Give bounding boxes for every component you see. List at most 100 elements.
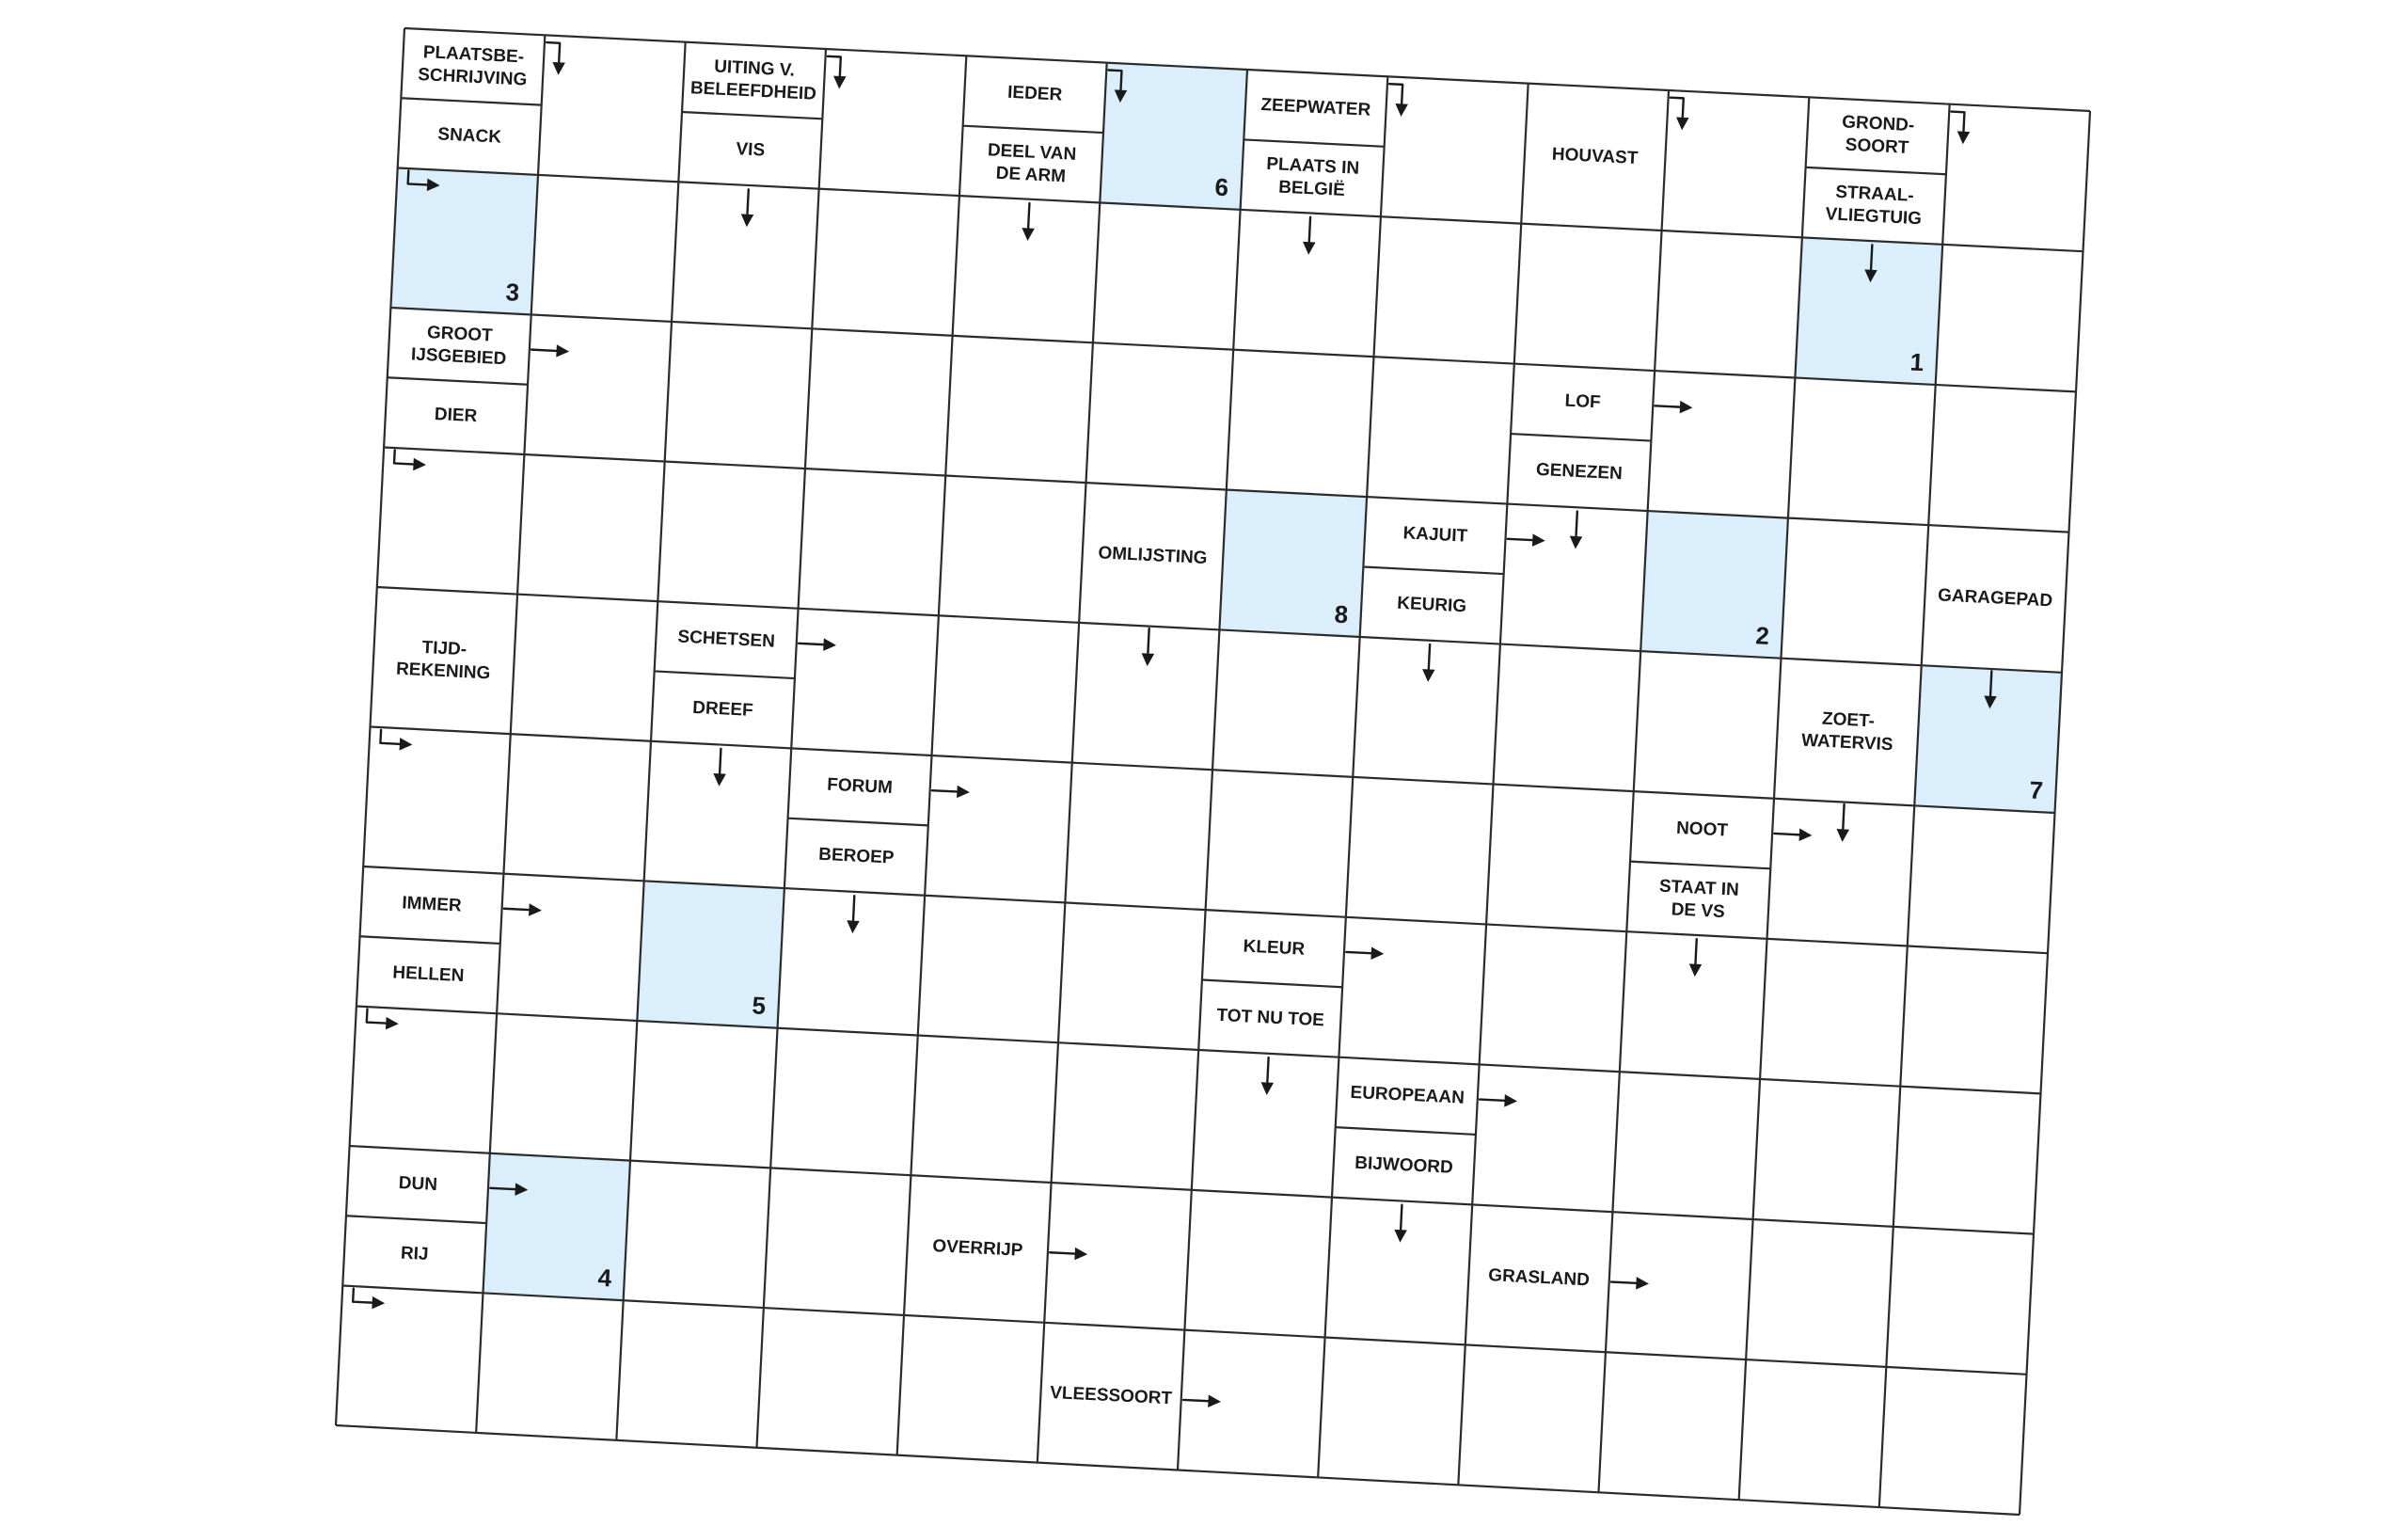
answer-cell[interactable] bbox=[1339, 917, 1486, 1065]
answer-cell[interactable] bbox=[1599, 1352, 1747, 1500]
answer-cell[interactable] bbox=[1879, 1367, 2027, 1515]
answer-cell[interactable] bbox=[1044, 1183, 1192, 1330]
answer-cell[interactable] bbox=[657, 462, 805, 609]
answer-cell[interactable] bbox=[1093, 203, 1241, 350]
answer-cell[interactable] bbox=[953, 196, 1101, 342]
answer-cell[interactable] bbox=[363, 727, 511, 874]
answer-cell[interactable] bbox=[1206, 770, 1354, 917]
answer-cell[interactable] bbox=[1367, 357, 1514, 503]
answer-cell[interactable] bbox=[1886, 1227, 2034, 1375]
answer-cell[interactable] bbox=[1936, 245, 2083, 392]
answer-cell[interactable] bbox=[336, 1286, 483, 1433]
answer-cell[interactable] bbox=[1318, 1338, 1465, 1486]
answer-cell[interactable] bbox=[1753, 1079, 1901, 1227]
clue-c4[interactable]: VIS bbox=[733, 139, 766, 228]
answer-cell[interactable] bbox=[939, 476, 1086, 623]
answer-cell[interactable] bbox=[1086, 342, 1234, 489]
solution-cell-3[interactable] bbox=[390, 167, 538, 315]
answer-cell[interactable] bbox=[799, 469, 946, 615]
clue-c34[interactable]: DUN bbox=[398, 1173, 529, 1200]
answer-cell[interactable] bbox=[490, 1013, 638, 1160]
clue-c5[interactable]: IEDER bbox=[1007, 65, 1129, 108]
answer-cell[interactable] bbox=[1767, 799, 1915, 946]
answer-cell[interactable] bbox=[524, 314, 672, 461]
answer-cell[interactable] bbox=[1346, 777, 1494, 925]
answer-cell[interactable] bbox=[1494, 644, 1641, 792]
answer-cell[interactable] bbox=[1353, 637, 1500, 785]
answer-cell[interactable] bbox=[624, 1161, 771, 1309]
clue-c11[interactable]: STRAAL-VLIEGTUIG bbox=[1822, 182, 1923, 284]
answer-cell[interactable] bbox=[945, 336, 1093, 483]
clue-c24[interactable]: FORUM bbox=[827, 775, 971, 802]
answer-cell[interactable] bbox=[1486, 785, 1634, 932]
clue-c36[interactable]: OVERRIJP bbox=[932, 1236, 1088, 1264]
answer-cell[interactable] bbox=[1620, 931, 1767, 1079]
answer-cell[interactable] bbox=[918, 896, 1066, 1042]
answer-cell[interactable] bbox=[1655, 230, 1802, 378]
answer-cell[interactable] bbox=[911, 1036, 1058, 1184]
clue-c33[interactable]: BIJWOORD bbox=[1351, 1153, 1453, 1245]
clue-c20[interactable]: TIJD-REKENING bbox=[379, 636, 492, 755]
solution-cell-5[interactable] bbox=[637, 881, 784, 1028]
answer-cell[interactable] bbox=[932, 615, 1080, 762]
clue-c17[interactable]: KAJUIT bbox=[1402, 523, 1545, 549]
solution-cell-1[interactable] bbox=[1795, 237, 1943, 385]
answer-cell[interactable] bbox=[630, 1021, 778, 1168]
answer-cell[interactable] bbox=[805, 328, 953, 475]
answer-cell[interactable] bbox=[1472, 1064, 1620, 1212]
clue-c26[interactable]: NOOT bbox=[1676, 819, 1813, 845]
clue-c28[interactable]: IMMER bbox=[402, 893, 543, 919]
clue-c14[interactable]: LOF bbox=[1564, 391, 1693, 418]
answer-cell[interactable] bbox=[1192, 1050, 1339, 1198]
answer-cell[interactable] bbox=[925, 755, 1072, 902]
answer-cell[interactable] bbox=[511, 595, 658, 741]
answer-cell[interactable] bbox=[1072, 623, 1220, 771]
answer-cell[interactable] bbox=[764, 1168, 911, 1315]
answer-cell[interactable] bbox=[1212, 629, 1360, 777]
clue-c22[interactable]: DREEF bbox=[689, 698, 753, 788]
answer-cell[interactable] bbox=[1739, 1359, 1887, 1507]
answer-cell[interactable] bbox=[1746, 1219, 1893, 1367]
answer-cell[interactable] bbox=[1648, 371, 1796, 517]
clue-c35[interactable]: RIJ bbox=[351, 1241, 429, 1311]
solution-cell-8[interactable] bbox=[1219, 489, 1368, 638]
answer-cell[interactable] bbox=[1760, 939, 1908, 1087]
answer-cell[interactable] bbox=[350, 1007, 497, 1153]
answer-cell[interactable] bbox=[1893, 1087, 2041, 1234]
answer-cell[interactable] bbox=[1606, 1212, 1753, 1359]
answer-cell[interactable] bbox=[1374, 216, 1522, 363]
answer-cell[interactable] bbox=[1065, 763, 1212, 911]
clue-c15[interactable]: GENEZEN bbox=[1532, 460, 1623, 551]
clue-c9[interactable]: HOUVAST bbox=[1551, 92, 1689, 171]
solution-cell-6[interactable] bbox=[1100, 62, 1247, 210]
answer-cell[interactable] bbox=[791, 609, 939, 755]
answer-cell[interactable] bbox=[897, 1315, 1044, 1463]
answer-cell[interactable] bbox=[503, 734, 651, 881]
answer-cell[interactable] bbox=[644, 741, 792, 888]
clue-c2[interactable]: SNACK bbox=[406, 123, 502, 195]
answer-cell[interactable] bbox=[1058, 902, 1206, 1050]
clue-c16[interactable]: OMLIJSTING bbox=[1093, 543, 1208, 669]
answer-cell[interactable] bbox=[377, 448, 525, 595]
answer-cell[interactable] bbox=[1900, 946, 2048, 1094]
answer-cell[interactable] bbox=[1178, 1330, 1325, 1478]
clue-c25[interactable]: BEROEP bbox=[815, 845, 895, 935]
answer-cell[interactable] bbox=[1052, 1042, 1199, 1190]
answer-cell[interactable] bbox=[778, 888, 926, 1036]
answer-cell[interactable] bbox=[1788, 378, 1936, 526]
answer-cell[interactable] bbox=[770, 1028, 918, 1176]
clue-c29[interactable]: HELLEN bbox=[365, 962, 465, 1033]
clue-c1[interactable]: PLAATSBE-SCHRIJVING bbox=[418, 36, 566, 91]
answer-cell[interactable] bbox=[665, 322, 813, 469]
answer-cell[interactable] bbox=[1634, 651, 1782, 799]
answer-cell[interactable] bbox=[1458, 1344, 1606, 1492]
answer-cell[interactable] bbox=[672, 182, 819, 328]
clue-c13[interactable]: DIER bbox=[392, 403, 478, 473]
answer-cell[interactable] bbox=[1928, 385, 2076, 533]
answer-cell[interactable] bbox=[812, 189, 959, 336]
answer-cell[interactable] bbox=[1184, 1190, 1332, 1338]
